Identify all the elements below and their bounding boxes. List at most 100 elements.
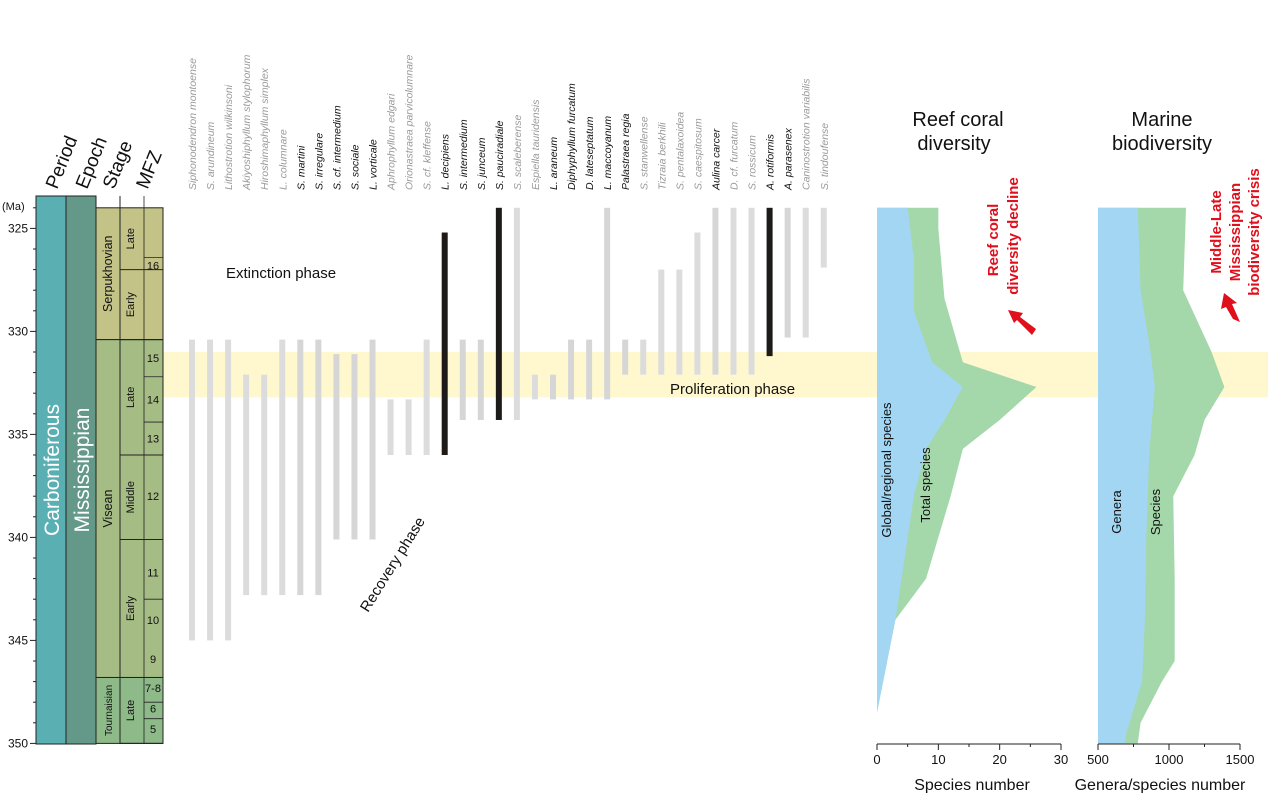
taxon-range-bar [622,339,629,375]
taxon-range-bar [676,269,683,375]
reef-series-label: Total species [918,447,933,523]
taxon-range-bar [261,374,268,596]
marine-crisis-arrow [1221,293,1240,322]
taxon-label: S. junceum [476,137,488,190]
taxon-range-bar [730,207,737,375]
taxon-label: A. rotiformis [765,133,777,191]
reef-title: diversity [917,133,990,155]
taxon-label: L. decipiens [440,133,452,190]
taxon-range-bar [495,207,502,420]
taxon-label: S. cf. kleffense [422,121,434,190]
time-tick-label: 340 [8,530,28,544]
taxon-range-bar [369,339,376,540]
taxon-label: Palastraea regia [620,113,632,190]
mfz-label: 15 [147,353,159,365]
mfz-label: 11 [147,567,158,579]
taxon-label: Lithostrotion wilkinsoni [223,84,235,190]
taxon-range-bar [207,339,214,641]
taxon-range-bar [784,207,791,338]
taxon-range-bar [297,339,304,596]
time-axis-unit: (Ma) [2,201,25,213]
taxon-range-bar [513,207,520,420]
marine-series-label: Genera [1109,490,1124,534]
taxon-label: S. irregulare [313,133,325,190]
taxon-label: L. maccoyanum [602,116,614,190]
reef-decline-arrow [1008,310,1036,335]
epoch-box [65,195,97,745]
taxon-label: Caninostrotion variabilis [801,78,813,190]
mfz-label: 13 [147,434,159,446]
taxon-label: A. parasenex [783,127,795,191]
mfz-label: 14 [147,394,159,406]
taxon-range-bar [604,207,611,400]
taxon-label: S. pauciradiale [494,120,506,190]
time-tick-label: 335 [8,427,28,441]
phase-label-proliferation: Proliferation phase [670,381,795,398]
mfz-label: 10 [147,615,159,627]
taxon-range-bar [279,339,286,596]
taxon-label: S. intermedium [458,119,470,190]
stage-box [95,207,164,341]
taxon-range-bar [459,339,466,420]
phase-label-recovery: Recovery phase [357,514,429,615]
period-label: Carboniferous [41,404,64,536]
stage-label: Serpukhovian [101,235,115,311]
taxon-range-bar [766,207,773,357]
marine-x-tick-label: 1000 [1155,752,1184,767]
phase-label-extinction: Extinction phase [226,265,336,282]
reef-annotation: diversity decline [1005,177,1022,295]
mfz-label: 9 [150,654,156,666]
taxon-label: Tizraia berkhili [656,122,668,190]
mfz-label: 5 [150,724,156,736]
taxon-range-bar [225,339,232,641]
mfz-label: 6 [150,703,156,715]
stratigraphic-column: Carboniferous Mississippian Serpukhovian Vi… [2,133,167,750]
taxon-label: S. arundineum [205,121,217,190]
taxon-range-bar [802,207,809,338]
reef-x-tick-label: 10 [931,752,945,767]
reef-x-tick-label: 0 [873,752,880,767]
taxon-label: D. lateseptatum [584,116,596,190]
reef-series-label: Global/regional species [879,402,894,538]
marine-x-tick-label: 500 [1087,752,1109,767]
reef-x-label: Species number [914,777,1030,793]
taxon-range-bar [712,207,719,375]
reef-inner-area [877,207,963,744]
time-tick-label: 345 [8,633,28,647]
taxon-label: S. martini [295,145,307,190]
reef-x-tick-label: 20 [992,752,1006,767]
taxon-label: Aphrophyllum edgari [386,93,398,191]
subdivision-label: Late [125,228,137,249]
taxon-label: S. caespitosum [692,118,704,190]
taxon-range-bar [189,339,195,641]
taxon-range-bar [405,399,412,455]
time-tick-label: 330 [8,324,28,338]
taxon-range-bar [568,339,575,400]
taxon-label: S. sociale [349,144,361,190]
taxon-label: Akiyoshiphyllum stylophorum [241,54,253,191]
taxon-range-chart: Siphonodendron montoense S. arundineum Lit… [187,54,831,641]
subdivision-label: Early [125,595,137,621]
taxon-range-bar [748,207,755,375]
taxon-label: L. araneum [548,137,560,190]
taxon-label: S. tindoufense [819,123,831,190]
stage-label: Tournaisian [104,685,115,736]
subdivision-label: Early [125,292,137,318]
stage-box [95,339,164,678]
marine-inner-area [1098,207,1155,744]
taxon-label: Aulina carcer [710,128,722,191]
taxon-label: Hiroshimaphyllum simplex [259,67,271,190]
taxon-range-bar [550,374,556,400]
taxon-range-bar [243,374,250,596]
taxon-range-bar [351,354,358,540]
taxon-range-bar [333,354,340,540]
taxon-range-bar [315,339,322,596]
taxon-range-bar [820,207,827,268]
mfz-label: 12 [147,491,159,503]
stage-label: Visean [101,490,115,528]
marine-series-label: Species [1148,488,1163,535]
taxon-range-bar [658,269,665,375]
marine-annotation: Middle-Late [1208,190,1225,273]
